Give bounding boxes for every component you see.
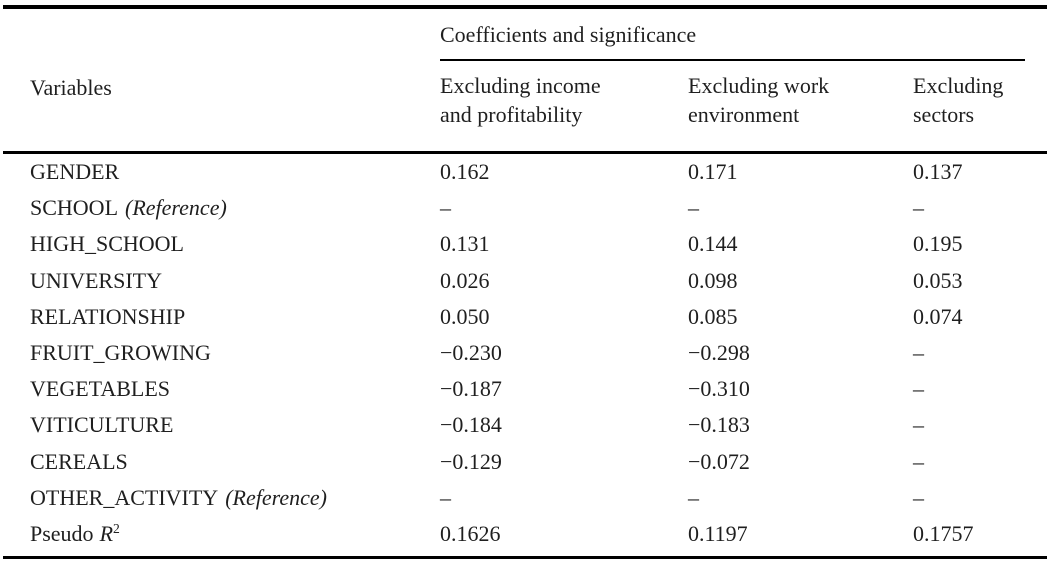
- coefficient-cell: –: [440, 484, 451, 510]
- column-header-line: Excluding: [913, 73, 1004, 98]
- variable-name: GENDER: [30, 159, 120, 185]
- table-row: HIGH_SCHOOL 0.131 0.144 0.195: [0, 226, 1050, 262]
- variable-name-cell: UNIVERSITY: [0, 268, 440, 294]
- variable-name: RELATIONSHIP: [30, 303, 186, 329]
- coefficient-cell: −0.072: [688, 448, 750, 474]
- table-row: OTHER_ACTIVITY (Reference) – – –: [0, 480, 1050, 516]
- table-body: GENDER 0.162 0.171 0.137 SCHOOL (Referenc…: [0, 154, 1050, 552]
- pseudo-r2-math-symbol: R: [99, 520, 114, 546]
- coefficient-cell: 0.026: [440, 267, 490, 293]
- coefficient-cell: −0.129: [440, 448, 502, 474]
- coefficient-cell: –: [913, 484, 924, 510]
- variable-name-cell: Pseudo R2: [0, 521, 440, 547]
- coefficient-cell: –: [688, 484, 699, 510]
- variable-name-cell: CEREALS: [0, 449, 440, 475]
- coefficient-cell: 0.098: [688, 267, 738, 293]
- coefficient-cell: −0.183: [688, 412, 750, 438]
- coefficient-cell: –: [913, 412, 924, 438]
- coefficient-cell: 0.137: [913, 159, 963, 185]
- column-header-line: and profitability: [440, 102, 583, 127]
- coefficient-cell: −0.187: [440, 376, 502, 402]
- table-row: SCHOOL (Reference) – – –: [0, 190, 1050, 226]
- coefficient-cell: −0.230: [440, 340, 502, 366]
- variable-name: OTHER_ACTIVITY: [30, 484, 219, 510]
- coefficient-cell: –: [440, 195, 451, 221]
- coefficient-cell: −0.298: [688, 340, 750, 366]
- coefficient-cell: –: [913, 195, 924, 221]
- table-row: UNIVERSITY 0.026 0.098 0.053: [0, 263, 1050, 299]
- variable-name: SCHOOL: [30, 195, 119, 221]
- column-header-line: sectors: [913, 102, 975, 127]
- variable-name-cell: RELATIONSHIP: [0, 304, 440, 330]
- coefficient-cell: 0.050: [440, 303, 490, 329]
- coefficient-cell: –: [913, 376, 924, 402]
- variable-name: VEGETABLES: [30, 376, 171, 402]
- model-column-headers: Excluding income and profitability Exclu…: [440, 71, 1050, 129]
- table-row: GENDER 0.162 0.171 0.137: [0, 154, 1050, 190]
- variable-name-cell: VEGETABLES: [0, 376, 440, 402]
- coefficient-cell: –: [688, 195, 699, 221]
- coefficient-cell: 0.1626: [440, 520, 501, 546]
- variable-name: UNIVERSITY: [30, 267, 162, 293]
- table-row: RELATIONSHIP 0.050 0.085 0.074: [0, 299, 1050, 335]
- variable-name-cell: FRUIT_GROWING: [0, 340, 440, 366]
- coefficient-cell: 0.1197: [688, 520, 748, 546]
- coefficient-cell: 0.144: [688, 231, 738, 257]
- reference-label: (Reference): [225, 484, 327, 510]
- group-header-rule: [440, 59, 1025, 61]
- table-top-rule: [3, 5, 1047, 9]
- coefficient-cell: –: [913, 448, 924, 474]
- header-bottom-rule: [3, 151, 1047, 154]
- variable-name-cell: VITICULTURE: [0, 412, 440, 438]
- column-header-excluding-income-profitability: Excluding income and profitability: [440, 71, 688, 129]
- variable-name-cell: OTHER_ACTIVITY (Reference): [0, 485, 440, 511]
- coefficient-cell: 0.1757: [913, 520, 974, 546]
- variable-name-cell: GENDER: [0, 159, 440, 185]
- coefficient-cell: 0.131: [440, 231, 490, 257]
- coefficient-cell: −0.184: [440, 412, 502, 438]
- coefficient-cell: −0.310: [688, 376, 750, 402]
- table-row: VITICULTURE −0.184 −0.183 –: [0, 407, 1050, 443]
- coefficient-cell: –: [913, 340, 924, 366]
- group-header-coefficients-significance: Coefficients and significance: [440, 22, 697, 47]
- variables-column-header: Variables: [30, 75, 112, 100]
- variable-name: VITICULTURE: [30, 412, 174, 438]
- variable-name-cell: SCHOOL (Reference): [0, 195, 440, 221]
- variable-name: FRUIT_GROWING: [30, 340, 211, 366]
- reference-label: (Reference): [125, 195, 227, 221]
- table-bottom-rule: [3, 556, 1047, 560]
- coefficient-cell: 0.195: [913, 231, 963, 257]
- coefficient-cell: 0.171: [688, 159, 738, 185]
- coefficient-cell: 0.053: [913, 267, 963, 293]
- column-header-excluding-work-environment: Excluding work environment: [688, 71, 913, 129]
- variable-name: CEREALS: [30, 448, 128, 474]
- table-row: CEREALS −0.129 −0.072 –: [0, 444, 1050, 480]
- table-header: Variables Coefficients and significance …: [0, 9, 1050, 151]
- coefficient-cell: 0.085: [688, 303, 738, 329]
- table-row: FRUIT_GROWING −0.230 −0.298 –: [0, 335, 1050, 371]
- column-header-line: Excluding work: [688, 73, 830, 98]
- models-header-block: Coefficients and significance Excluding …: [440, 9, 1050, 151]
- variable-name: HIGH_SCHOOL: [30, 231, 184, 257]
- column-header-line: environment: [688, 102, 800, 127]
- pseudo-r2-label: Pseudo: [30, 520, 94, 546]
- table-row: VEGETABLES −0.187 −0.310 –: [0, 371, 1050, 407]
- table-row: Pseudo R2 0.1626 0.1197 0.1757: [0, 516, 1050, 552]
- column-header-line: Excluding income: [440, 73, 601, 98]
- coefficient-cell: 0.162: [440, 159, 490, 185]
- pseudo-r2-superscript: 2: [113, 521, 120, 537]
- column-header-excluding-sectors: Excluding sectors: [913, 71, 1050, 129]
- coefficient-cell: 0.074: [913, 303, 963, 329]
- variable-name-cell: HIGH_SCHOOL: [0, 231, 440, 257]
